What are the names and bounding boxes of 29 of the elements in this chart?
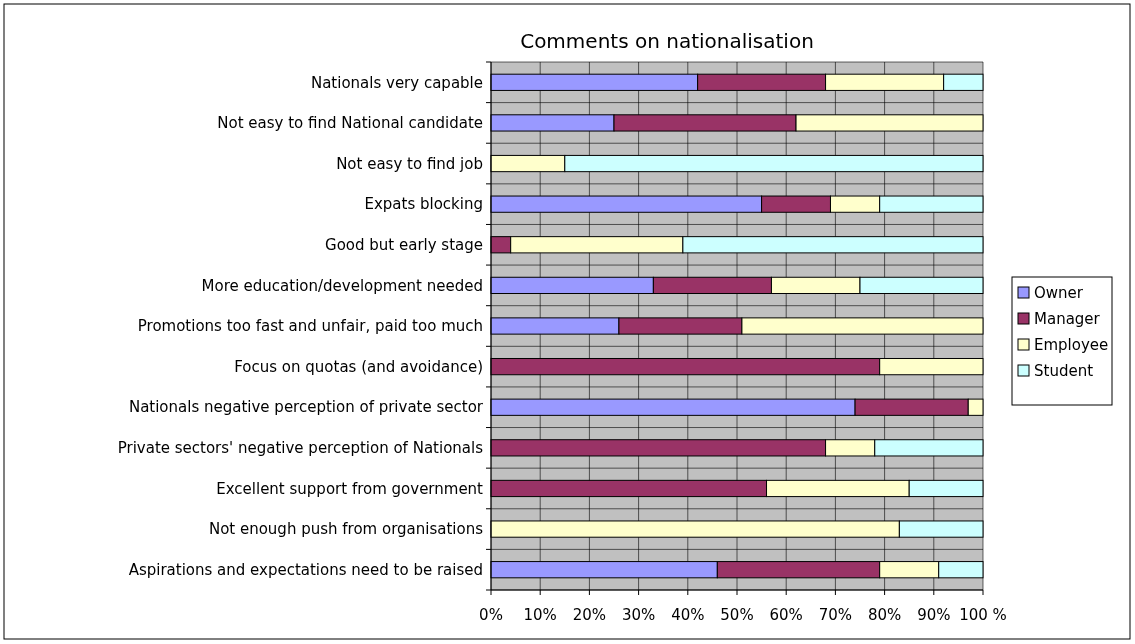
y-tick-label: Not easy to find National candidate xyxy=(217,114,483,133)
y-tick-label: Good but early stage xyxy=(325,236,483,255)
x-tick-label: 10% xyxy=(523,606,557,624)
y-tick-label: Nationals very capable xyxy=(310,73,483,92)
x-tick-label: 80% xyxy=(867,606,902,624)
legend-label: Owner xyxy=(1034,284,1084,303)
y-tick-label: More education/development needed xyxy=(201,276,483,295)
y-tick-label: Promotions too fast and unfair, paid too much xyxy=(137,317,483,336)
x-tick-label: 70% xyxy=(818,606,853,624)
legend-label: Employee xyxy=(1034,336,1109,355)
y-tick-label: Focus on quotas (and avoidance) xyxy=(234,357,483,376)
x-tick-label: 0% xyxy=(479,606,503,624)
y-tick-label: Aspirations and expectations need to be raised xyxy=(128,560,483,579)
y-tick-label: Excellent support from government xyxy=(216,479,484,498)
x-tick-label: 60% xyxy=(769,606,803,624)
x-tick-label: 100 % xyxy=(959,606,1007,624)
x-tick-label: 50% xyxy=(720,606,754,624)
y-tick-label: Not easy to find job xyxy=(336,154,483,173)
x-tick-label: 20% xyxy=(572,606,607,624)
y-tick-label: Nationals negative perception of private sector xyxy=(128,398,484,417)
chart-title: Comments on nationalisation xyxy=(520,29,814,53)
x-tick-label: 90% xyxy=(917,606,951,624)
legend-label: Student xyxy=(1034,362,1094,381)
y-tick-label: Not enough push from organisations xyxy=(208,520,484,539)
y-tick-label: Private sectors' negative perception of Nationals xyxy=(117,439,484,458)
y-tick-label: Expats blocking xyxy=(364,195,483,214)
x-tick-label: 40% xyxy=(671,606,705,624)
x-tick-label: 30% xyxy=(621,606,656,624)
legend-label: Manager xyxy=(1034,310,1101,329)
